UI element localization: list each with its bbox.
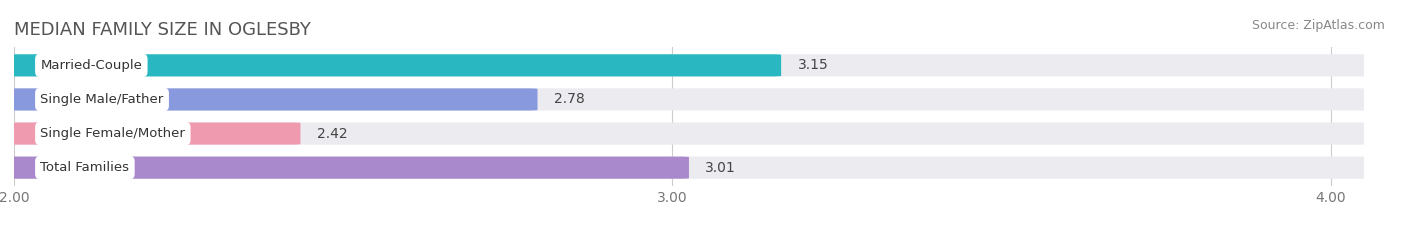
FancyBboxPatch shape [4, 88, 537, 110]
Text: 2.42: 2.42 [316, 127, 347, 140]
Text: Married-Couple: Married-Couple [41, 59, 142, 72]
Text: Single Male/Father: Single Male/Father [41, 93, 163, 106]
FancyBboxPatch shape [4, 157, 1374, 179]
Text: Single Female/Mother: Single Female/Mother [41, 127, 186, 140]
Text: MEDIAN FAMILY SIZE IN OGLESBY: MEDIAN FAMILY SIZE IN OGLESBY [14, 21, 311, 39]
FancyBboxPatch shape [4, 123, 1374, 145]
FancyBboxPatch shape [4, 54, 782, 76]
Text: 2.78: 2.78 [554, 93, 585, 106]
FancyBboxPatch shape [4, 157, 689, 179]
FancyBboxPatch shape [4, 123, 301, 145]
Text: Total Families: Total Families [41, 161, 129, 174]
Text: 3.15: 3.15 [797, 58, 828, 72]
Text: Source: ZipAtlas.com: Source: ZipAtlas.com [1251, 19, 1385, 32]
FancyBboxPatch shape [4, 54, 1374, 76]
FancyBboxPatch shape [4, 88, 1374, 110]
Text: 3.01: 3.01 [706, 161, 737, 175]
